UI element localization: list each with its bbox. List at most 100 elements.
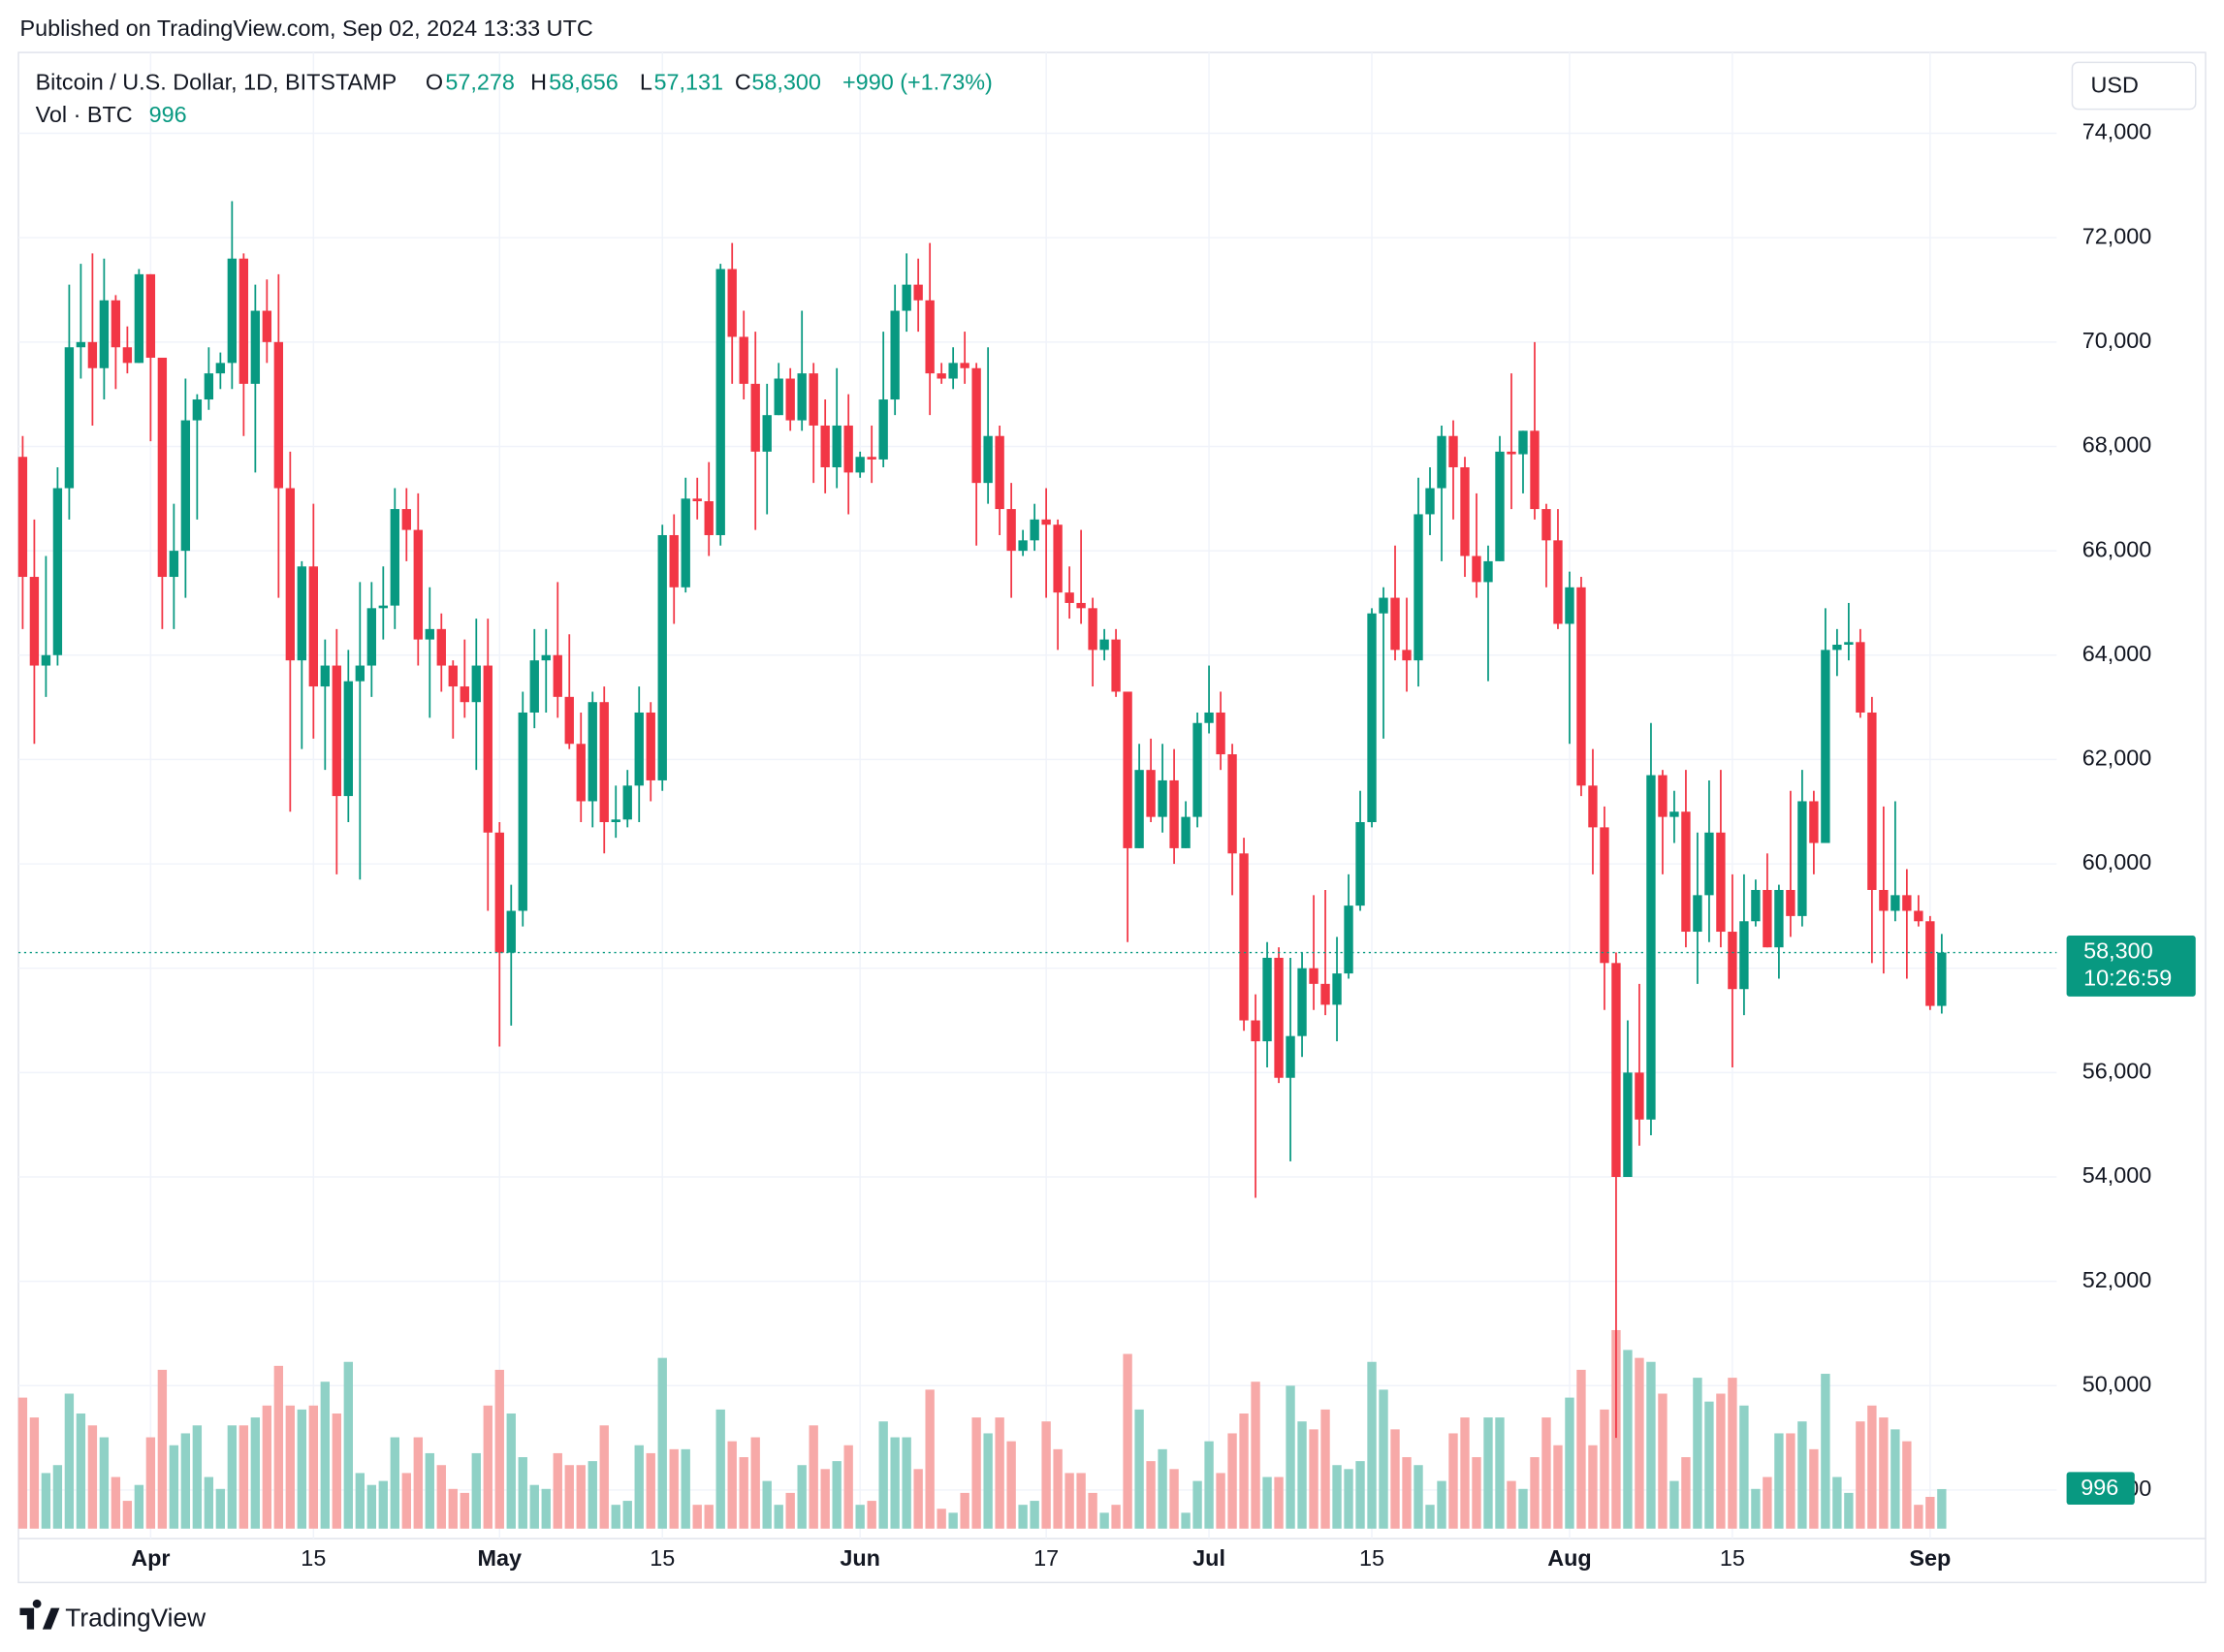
volume-bar bbox=[390, 1437, 399, 1529]
candle-body bbox=[1437, 435, 1446, 489]
volume-bar bbox=[1565, 1397, 1574, 1529]
volume-bar bbox=[1251, 1382, 1260, 1529]
candle-body bbox=[1192, 722, 1202, 817]
candle-body bbox=[1111, 639, 1121, 692]
volume-bar bbox=[1309, 1429, 1319, 1529]
volume-bar bbox=[460, 1492, 469, 1529]
volume-bar bbox=[1286, 1385, 1295, 1529]
volume-bar bbox=[1227, 1433, 1237, 1529]
candle-body bbox=[646, 712, 655, 780]
candle-body bbox=[1390, 597, 1400, 651]
volume-bar bbox=[1530, 1457, 1540, 1529]
candle-body bbox=[681, 498, 690, 588]
volume-bar bbox=[890, 1437, 900, 1529]
candle-body bbox=[436, 628, 446, 666]
candle-body bbox=[1867, 712, 1877, 890]
candle-body bbox=[739, 336, 748, 384]
candle-body bbox=[297, 566, 307, 661]
volume-bar bbox=[1123, 1353, 1132, 1529]
volume-bar bbox=[1204, 1441, 1214, 1529]
volume-bar bbox=[157, 1369, 168, 1529]
volume-bar bbox=[64, 1393, 75, 1529]
candle-body bbox=[460, 686, 469, 703]
candle-body bbox=[1274, 957, 1284, 1078]
volume-bar bbox=[238, 1425, 249, 1529]
volume-bar bbox=[913, 1469, 923, 1529]
volume-bar bbox=[471, 1452, 481, 1529]
volume-bar bbox=[1635, 1357, 1644, 1529]
volume-bar bbox=[1483, 1417, 1493, 1529]
volume-bar bbox=[250, 1417, 261, 1529]
volume-bar bbox=[425, 1452, 434, 1529]
candle-body bbox=[750, 383, 760, 452]
volume-bar bbox=[529, 1484, 539, 1529]
candle-body bbox=[332, 665, 342, 797]
change-value: +990 (+1.73%) bbox=[842, 69, 993, 94]
low-key: L bbox=[640, 69, 652, 94]
volume-bar bbox=[1879, 1417, 1889, 1529]
volume-bar bbox=[215, 1488, 226, 1529]
volume-bar bbox=[1507, 1480, 1516, 1529]
volume-bar bbox=[611, 1505, 620, 1529]
candle-body bbox=[134, 273, 144, 364]
volume-label-box bbox=[2066, 1472, 2135, 1506]
x-tick-label: 15 bbox=[1720, 1545, 1745, 1571]
candle-body bbox=[1041, 519, 1051, 525]
volume-bar bbox=[1937, 1488, 1947, 1529]
open-key: O bbox=[426, 69, 443, 94]
volume-bar bbox=[1437, 1480, 1446, 1529]
volume-bar bbox=[762, 1480, 772, 1529]
candle-body bbox=[599, 702, 609, 823]
candle-body bbox=[855, 457, 865, 473]
candle-body bbox=[1355, 822, 1365, 906]
x-tick-label: Jun bbox=[840, 1545, 880, 1571]
candle-body bbox=[320, 665, 331, 687]
candle-body bbox=[1495, 451, 1505, 561]
candle-body bbox=[704, 500, 714, 535]
volume-bar bbox=[1448, 1433, 1458, 1529]
candle-body bbox=[843, 425, 853, 473]
volume-bar bbox=[925, 1389, 935, 1529]
candle-body bbox=[41, 654, 51, 666]
candle-body bbox=[87, 341, 98, 368]
volume-bar bbox=[1774, 1433, 1784, 1529]
candle-body bbox=[378, 605, 388, 609]
volume-bar bbox=[1739, 1405, 1749, 1529]
candle-body bbox=[1774, 889, 1784, 948]
volume-bar bbox=[704, 1505, 714, 1529]
candle-body bbox=[1053, 524, 1063, 593]
candle-body bbox=[1181, 816, 1191, 848]
currency-label[interactable]: USD bbox=[2090, 72, 2138, 97]
volume-bar bbox=[750, 1437, 760, 1529]
candles bbox=[17, 201, 1947, 1439]
volume-bar bbox=[1076, 1473, 1086, 1529]
candle-body bbox=[1332, 973, 1342, 1005]
candle-body bbox=[1635, 1072, 1644, 1120]
currency-button[interactable] bbox=[2071, 61, 2197, 111]
candle-body bbox=[111, 300, 121, 348]
candle-body bbox=[715, 269, 725, 535]
candle-body bbox=[1797, 801, 1807, 916]
high-key: H bbox=[530, 69, 547, 94]
volume-bar bbox=[99, 1437, 110, 1529]
volume-bar bbox=[1274, 1477, 1284, 1529]
candle-body bbox=[867, 457, 876, 460]
volume-bar bbox=[355, 1473, 365, 1529]
volume-bar bbox=[1902, 1441, 1912, 1529]
candle-body bbox=[401, 509, 411, 530]
volume-bar bbox=[1320, 1409, 1330, 1529]
volume-bar bbox=[436, 1465, 446, 1529]
candle-body bbox=[727, 269, 737, 337]
candle-body bbox=[995, 435, 1004, 510]
candle-body bbox=[1518, 430, 1528, 455]
x-tick-label: 15 bbox=[650, 1545, 675, 1571]
y-tick-label: 50,000 bbox=[2082, 1371, 2152, 1396]
candle-body bbox=[913, 284, 923, 301]
y-tick-label: 68,000 bbox=[2082, 432, 2152, 458]
volume-bar bbox=[1495, 1417, 1505, 1529]
volume-bar bbox=[1623, 1350, 1633, 1529]
candle-body bbox=[1204, 712, 1214, 723]
volume-bar bbox=[937, 1509, 946, 1529]
volume-bar bbox=[657, 1357, 667, 1529]
candle-body bbox=[262, 310, 272, 342]
